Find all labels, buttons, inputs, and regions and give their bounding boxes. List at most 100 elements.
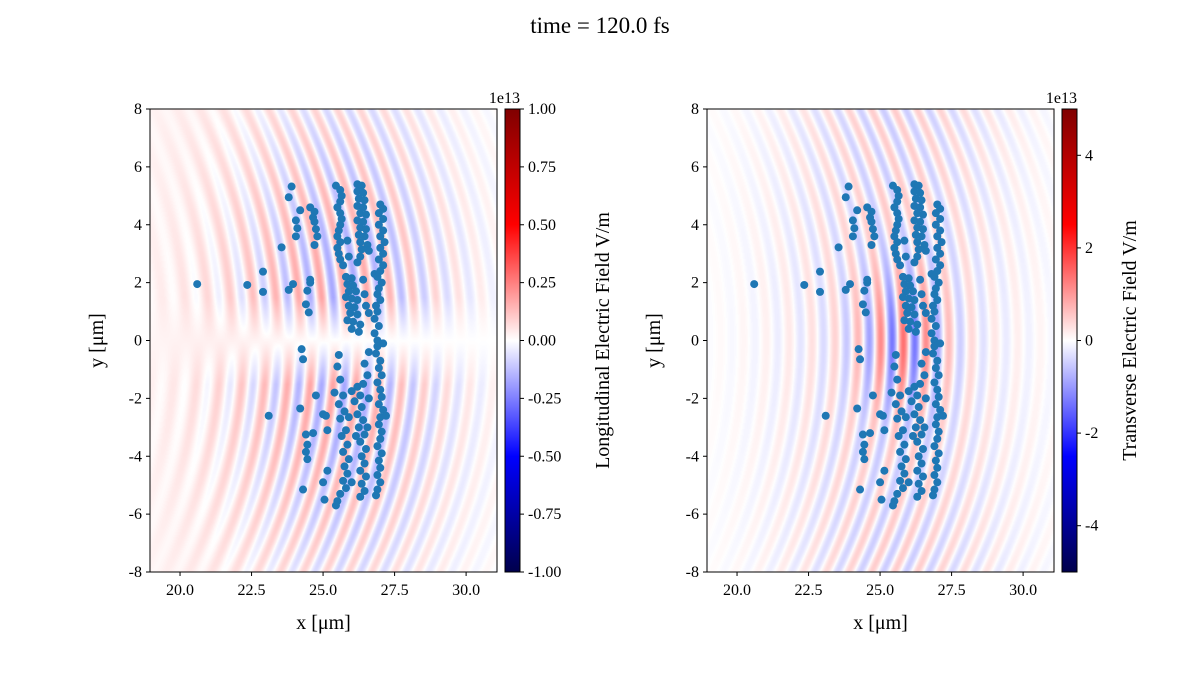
particle-point [361,225,370,234]
particle-point [310,241,319,250]
particle-point [918,210,927,219]
particle-point [930,307,939,316]
particle-point [334,350,343,359]
particle-point [311,225,320,234]
colorbar-label: Longitudinal Electric Field V/m [592,212,614,469]
particle-point [301,430,310,439]
particle-point [373,307,382,316]
particle-point [297,345,306,354]
particle-point [914,452,923,461]
particle-point [374,220,383,229]
particle-point [853,404,862,413]
particle-point [914,245,923,254]
particle-point [374,363,383,372]
particle-point [934,392,943,401]
particle-point [891,350,900,359]
particle-point [296,206,305,215]
particle-point [904,387,913,396]
particle-point [347,478,356,487]
particle-point [376,356,385,365]
particle-point [353,410,362,419]
particle-point [933,478,942,487]
particle-point [930,272,939,281]
particle-point [917,232,926,241]
particle-point [351,287,360,296]
colorbar-offset-label: 1e13 [1046,90,1077,107]
particle-point [343,469,352,478]
particle-point [900,469,909,478]
particle-point [917,459,926,468]
particle-point [347,387,356,396]
particle-point [897,462,906,471]
colorbar-tick-label: -2 [1085,425,1098,442]
particle-point [303,440,312,449]
particle-point [800,280,809,289]
particle-point [339,447,348,456]
particle-point [927,314,936,323]
particle-point [360,430,369,439]
particle-point [913,238,922,247]
particle-point [894,431,903,440]
particle-point [877,495,886,504]
particle-point [821,411,830,420]
particle-point [834,243,843,252]
particle-point [888,501,897,510]
x-tick-label: 30.0 [1009,582,1037,599]
particle-point [353,382,362,391]
particle-point [858,447,867,456]
particle-point [377,392,386,401]
particle-point [361,210,370,219]
y-axis-label: y [μm] [643,313,665,368]
particle-point [380,238,389,247]
particle-point [351,431,360,440]
particle-point [350,303,359,312]
colorbar-tick-label: 1.00 [528,101,556,118]
particle-point [917,359,926,368]
particle-point [374,209,383,218]
particle-point [918,472,927,481]
particle-point [908,431,917,440]
y-tick-label: 8 [134,101,142,118]
particle-point [904,324,913,333]
particle-point [917,430,926,439]
particle-point [916,188,925,197]
particle-point [371,349,380,358]
particle-point [370,314,379,323]
particle-point [360,459,369,468]
colorbar-tick-label: -1.00 [528,564,561,581]
y-axis-label: y [μm] [86,313,108,368]
particle-point [878,411,887,420]
particle-point [299,355,308,364]
particle-point [309,213,318,222]
particle-point [936,249,945,258]
particle-point [291,216,300,225]
particle-point [904,478,913,487]
particle-point [304,308,313,317]
particle-point [376,232,385,241]
particle-point [866,213,875,222]
colorbar-tick-label: 0.25 [528,275,556,292]
particle-point [936,214,945,223]
x-axis-label: x [μm] [296,612,351,634]
particle-point [293,224,302,233]
y-tick-label: 0 [134,333,142,350]
particle-point [914,479,923,488]
particle-point [890,362,899,371]
particle-point [914,403,923,412]
particle-point [887,388,896,397]
particle-point [861,308,870,317]
particle-point [920,423,929,432]
particle-point [303,286,312,295]
particle-point [868,391,877,400]
particle-point [356,466,365,475]
y-tick-label: 8 [691,101,699,118]
particle-point [930,378,939,387]
particle-point [363,423,372,432]
particle-point [896,447,905,456]
particle-point [910,258,919,267]
y-tick-label: -6 [129,506,142,523]
colorbar-tick-label: 2 [1085,240,1093,257]
y-tick-label: -4 [686,448,699,465]
particle-point [856,485,865,494]
particle-point [916,275,925,284]
